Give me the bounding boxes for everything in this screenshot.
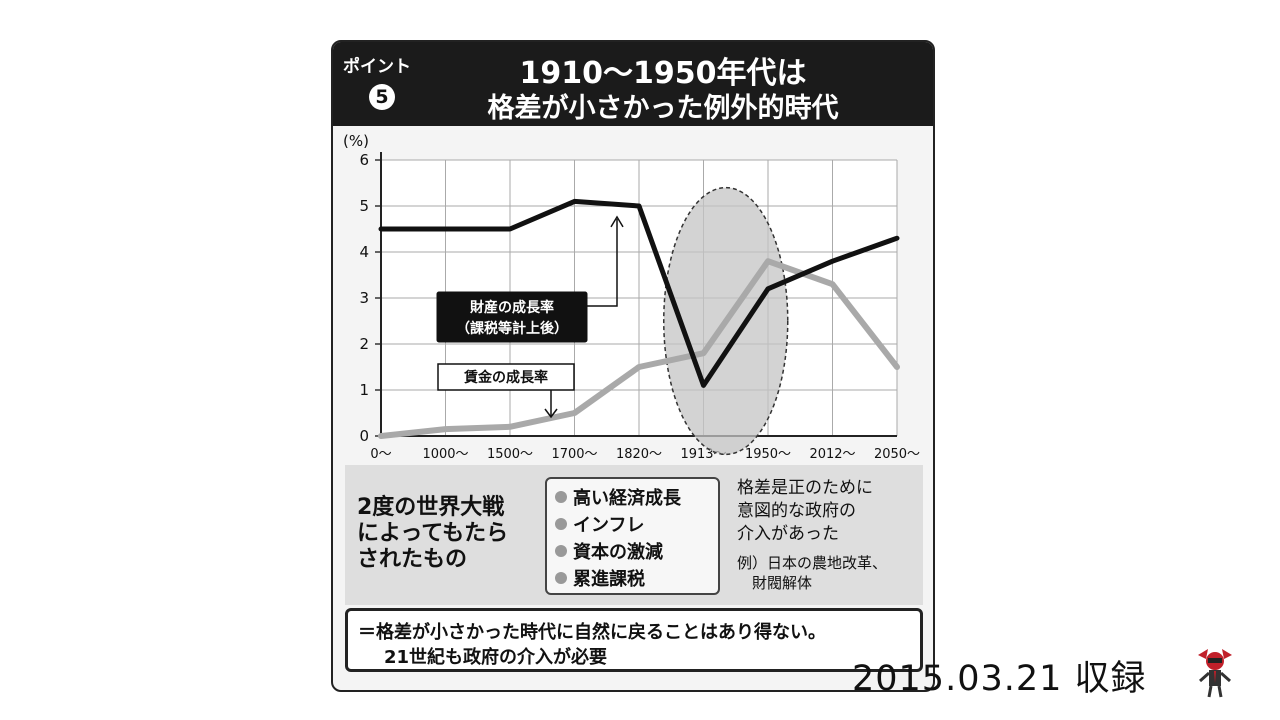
wage-series-label: 賃金の成長率 [463, 369, 548, 386]
panel-title-line1: 1910〜1950年代は [519, 56, 807, 91]
list-item: 資本の激減 [555, 537, 710, 564]
x-tick-label: 1950〜 [745, 447, 791, 462]
point-label: ポイント [343, 57, 411, 77]
panel-title-line2: 格差が小さかった例外的時代 [487, 93, 839, 124]
list-item-label: 累進課税 [573, 568, 645, 590]
wealth-data-point [637, 204, 641, 208]
infographic-panel: ポイント 5 1910〜1950年代は 格差が小さかった例外的時代 0 1 2 3 4 5… [331, 40, 935, 692]
mascot-icon [1198, 649, 1232, 698]
x-tick-label: 2012〜 [809, 447, 855, 462]
wealth-label-arrowhead [610, 215, 624, 228]
conclusion-box: ＝格差が小さかった時代に自然に戻ることはあり得ない。 21世紀も政府の介入が必要 [345, 608, 923, 672]
wealth-data-point [444, 227, 447, 231]
wealth-series-label-sub: （課税等計上後） [456, 320, 568, 337]
point-number-badge: 5 [369, 84, 395, 110]
wealth-series-label: 財産の成長率 [469, 299, 554, 316]
summary-section: 2度の世界大戦 によってもたら されたもの 高い経済成長 インフレ 資本の激減 … [345, 465, 923, 605]
wage-data-point [573, 411, 576, 415]
x-tick-label: 1820〜 [616, 447, 662, 462]
growth-rate-chart: 0123456(%)0〜10001000〜15001500〜17001700〜1… [343, 132, 920, 462]
y-tick-label: 1 [359, 381, 369, 399]
list-item-label: インフレ [573, 514, 645, 536]
wealth-data-point [702, 383, 705, 387]
wage-label-arrowhead [544, 408, 558, 419]
x-tick-label: 1000〜 [422, 447, 468, 462]
example-note: 例）日本の農地改革、 財閥解体 [737, 554, 888, 592]
wage-data-point [508, 425, 512, 429]
x-tick-label: 1700〜 [551, 447, 597, 462]
y-axis-unit: (%) [343, 132, 369, 150]
x-tick-label: 0〜 [370, 447, 391, 462]
wealth-series-label-box [436, 291, 588, 343]
wage-data-point [766, 259, 770, 263]
wealth-data-point [573, 199, 576, 203]
bullet-icon [555, 544, 567, 557]
x-tick-label: 1500〜 [487, 447, 533, 462]
conclusion-line2: 21世紀も政府の介入が必要 [384, 647, 608, 668]
y-tick-label: 6 [359, 151, 369, 169]
bullet-icon [555, 517, 567, 530]
y-tick-label: 5 [359, 197, 369, 215]
wage-data-point [444, 427, 447, 431]
list-item-label: 資本の激減 [573, 541, 663, 563]
list-item: 高い経済成長 [555, 483, 710, 510]
wage-data-point [831, 282, 834, 286]
wealth-data-point [379, 227, 383, 231]
summary-heading: 2度の世界大戦 によってもたら されたもの [357, 495, 509, 572]
panel-header: ポイント 5 1910〜1950年代は 格差が小さかった例外的時代 [333, 42, 933, 126]
wealth-label-arrow [587, 218, 618, 307]
wealth-data-point [895, 236, 899, 240]
bullet-icon [555, 490, 567, 503]
wealth-data-point [766, 287, 770, 291]
list-item: 累進課税 [555, 564, 710, 591]
bullet-icon [555, 571, 567, 584]
y-tick-label: 3 [359, 289, 369, 307]
y-tick-label: 4 [359, 243, 369, 261]
wealth-data-point [831, 259, 834, 263]
wage-data-point [379, 434, 383, 438]
wage-data-point [637, 365, 641, 369]
wage-series-label-box [437, 363, 575, 391]
y-tick-label: 2 [359, 335, 369, 353]
wage-data-point [702, 351, 705, 355]
conclusion-line1: ＝格差が小さかった時代に自然に戻ることはあり得ない。 [358, 622, 826, 643]
y-tick-label: 0 [359, 427, 369, 445]
wealth-data-point [508, 227, 512, 231]
recording-date-stamp: 2015.03.21 収録 [852, 659, 1147, 699]
x-tick-label: 2050〜 [874, 447, 920, 462]
list-item: インフレ [555, 510, 710, 537]
wage-data-point [895, 365, 899, 369]
effects-list: 高い経済成長 インフレ 資本の激減 累進課税 [545, 477, 720, 595]
list-item-label: 高い経済成長 [573, 487, 681, 509]
government-intervention-note: 格差是正のために 意図的な政府の 介入があった [737, 478, 873, 544]
